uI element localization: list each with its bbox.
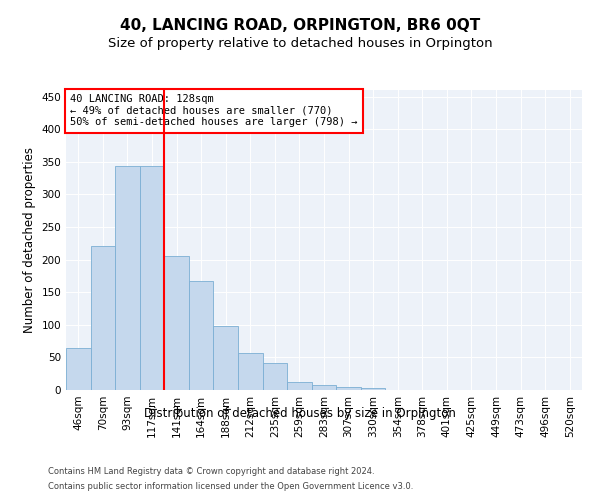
Text: Contains public sector information licensed under the Open Government Licence v3: Contains public sector information licen… [48, 482, 413, 491]
Text: Size of property relative to detached houses in Orpington: Size of property relative to detached ho… [107, 38, 493, 51]
Bar [263, 362, 287, 390]
Bar [66, 348, 91, 390]
Bar [140, 166, 164, 390]
Bar [189, 281, 214, 390]
Text: 40 LANCING ROAD: 128sqm
← 49% of detached houses are smaller (770)
50% of semi-d: 40 LANCING ROAD: 128sqm ← 49% of detache… [70, 94, 358, 128]
Bar [164, 256, 189, 390]
Bar [214, 326, 238, 390]
Bar [312, 385, 336, 390]
Text: 40, LANCING ROAD, ORPINGTON, BR6 0QT: 40, LANCING ROAD, ORPINGTON, BR6 0QT [120, 18, 480, 32]
Bar [115, 166, 140, 390]
Bar [361, 388, 385, 390]
Bar [238, 354, 263, 390]
Bar [91, 246, 115, 390]
Bar [287, 382, 312, 390]
Bar [336, 386, 361, 390]
Y-axis label: Number of detached properties: Number of detached properties [23, 147, 36, 333]
Text: Contains HM Land Registry data © Crown copyright and database right 2024.: Contains HM Land Registry data © Crown c… [48, 467, 374, 476]
Text: Distribution of detached houses by size in Orpington: Distribution of detached houses by size … [144, 408, 456, 420]
